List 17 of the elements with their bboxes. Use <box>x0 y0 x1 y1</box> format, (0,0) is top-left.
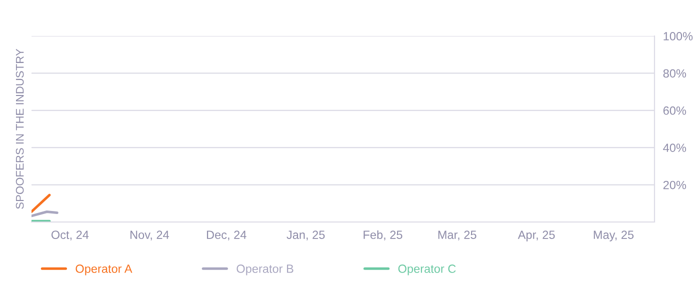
x-tick-label: Mar, 25 <box>438 230 476 240</box>
y-tick-label: 20% <box>663 180 686 190</box>
y-tick-label: 60% <box>663 106 686 115</box>
legend-label: Operator B <box>236 264 294 276</box>
y-tick-label: 80% <box>663 69 686 78</box>
y-tick-label: 40% <box>663 144 686 152</box>
legend-label: Operator C <box>398 264 456 276</box>
y-tick-label: 100% <box>664 32 693 40</box>
y-axis-title: SPOOFERS IN THE INDUSTRY <box>16 48 24 209</box>
legend-label: Operator A <box>76 264 132 276</box>
x-tick-label: Nov, 24 <box>130 230 169 240</box>
x-tick-label: Feb, 25 <box>364 230 402 240</box>
x-tick-label: Dec, 24 <box>206 230 246 240</box>
x-tick-label: May, 25 <box>594 230 634 242</box>
x-tick-label: Apr, 25 <box>518 230 555 242</box>
x-tick-label: Jan, 25 <box>286 230 325 240</box>
x-tick-label: Oct, 24 <box>51 230 89 240</box>
